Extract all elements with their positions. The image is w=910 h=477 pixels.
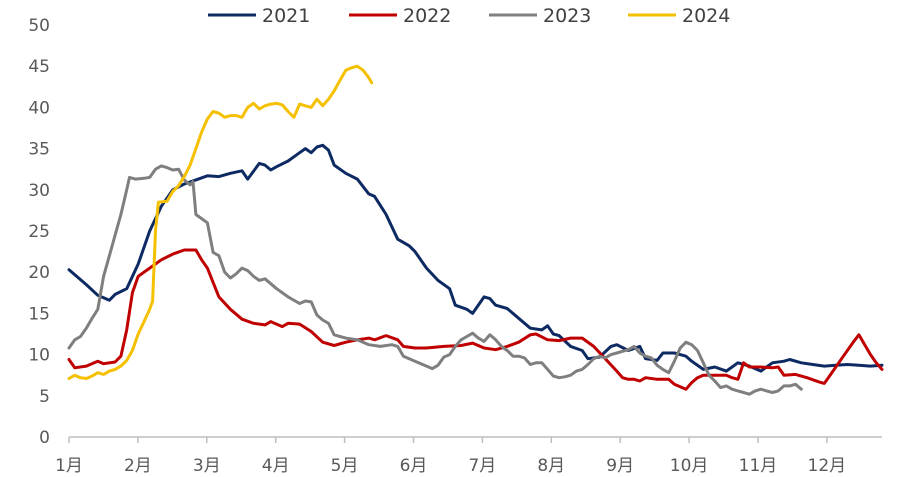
x-axis: 1月 2月 3月 4月 5月 6月 7月 8月 9月 10月 11月 12月: [55, 436, 882, 476]
x-tick-label: 2月: [124, 456, 152, 476]
y-tick-label: 0: [39, 428, 50, 448]
y-tick-label: 50: [28, 16, 50, 36]
x-tick-label: 9月: [606, 456, 634, 476]
x-tick-label: 12月: [808, 456, 847, 476]
series-line-2021: [67, 143, 884, 373]
y-axis: 0 5 10 15 20 25 30 35 40 45 50: [28, 16, 50, 448]
y-tick-label: 30: [28, 181, 50, 201]
y-tick-label: 25: [28, 222, 50, 242]
series-line-2024: [67, 64, 374, 380]
legend-label-2022: 2022: [403, 5, 451, 27]
legend: 2021 2022 2023 2024: [208, 5, 730, 27]
x-tick-label: 5月: [331, 456, 359, 476]
series-line-2022: [67, 248, 884, 391]
x-tick-label: 11月: [739, 456, 778, 476]
y-tick-label: 45: [28, 57, 50, 77]
legend-label-2024: 2024: [682, 5, 730, 27]
x-tick-label: 6月: [400, 456, 428, 476]
x-tick-label: 10月: [670, 456, 709, 476]
x-tick-label: 7月: [468, 456, 496, 476]
y-tick-label: 20: [28, 263, 50, 283]
y-tick-label: 5: [39, 387, 50, 407]
x-tick-label: 1月: [55, 456, 83, 476]
legend-label-2021: 2021: [262, 5, 310, 27]
x-tick-label: 8月: [537, 456, 565, 476]
y-tick-label: 15: [28, 304, 50, 324]
series-line-2023: [67, 164, 803, 396]
y-tick-label: 10: [28, 346, 50, 366]
x-tick-label: 3月: [193, 456, 221, 476]
y-tick-label: 35: [28, 140, 50, 160]
legend-label-2023: 2023: [543, 5, 591, 27]
plot-area: [67, 64, 884, 396]
x-tick-label: 4月: [262, 456, 290, 476]
y-tick-label: 40: [28, 98, 50, 118]
